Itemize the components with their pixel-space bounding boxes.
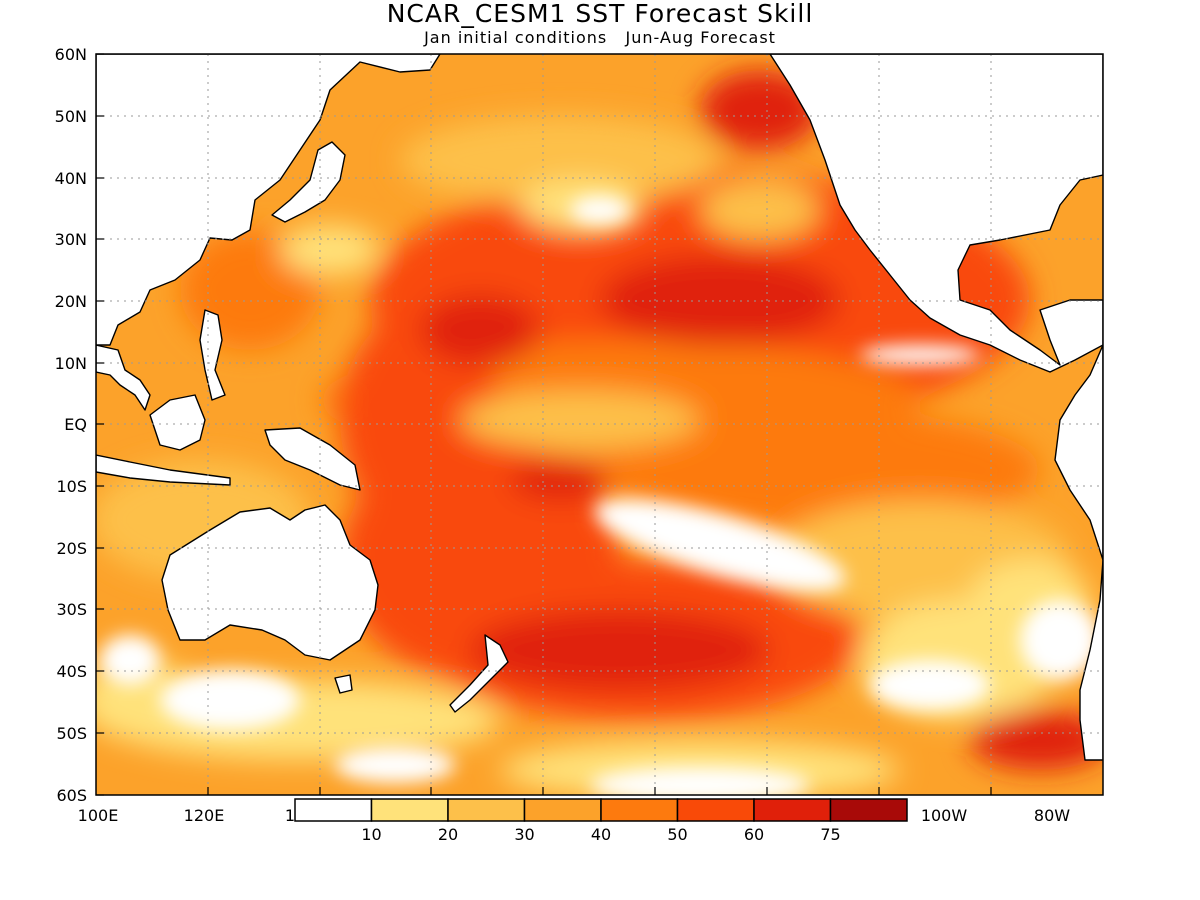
new-zealand-landmass [449,634,509,713]
lon-label: 1 [285,806,295,825]
colorbar-label: 75 [820,825,840,844]
colorbar-label: 40 [591,825,611,844]
colorbar-label: 50 [667,825,687,844]
longitude-labels: 100E 120E 1 100W 80W [78,806,1071,825]
lon-label: 120E [184,806,225,825]
lat-label: EQ [64,415,87,434]
java-landmass [96,454,231,486]
japan-landmass [271,141,346,223]
south-america-landmass [1054,344,1103,761]
lat-label: 20S [56,539,87,558]
lon-label: 100W [921,806,968,825]
indochina-landmass [96,344,151,411]
lat-label: 20N [55,292,87,311]
colorbar-label: 60 [744,825,764,844]
colorbar-label: 20 [438,825,458,844]
asia-landmass [96,54,441,346]
colorbar-label: 30 [514,825,534,844]
australia-landmass [161,504,379,661]
lat-label: 40N [55,169,87,188]
tasmania-landmass [334,674,353,694]
lat-label: 40S [56,662,87,681]
colorbar-swatch [523,798,602,822]
colorbar-swatch [370,798,449,822]
latitude-labels: 60N 50N 40N 30N 20N 10N EQ 10S 20S 30S 4… [55,45,87,805]
colorbar-label: 10 [361,825,381,844]
lat-label: 10S [56,477,87,496]
philippines-landmass [199,309,226,401]
colorbar-swatch [829,798,908,822]
colorbar-swatch [600,798,679,822]
colorbar-swatch [753,798,832,822]
axis-ticks [96,53,992,796]
lon-label: 100E [78,806,119,825]
new-guinea-landmass [264,427,361,491]
lat-label: 10N [55,354,87,373]
lat-label: 60S [56,786,87,805]
lat-label: 50S [56,724,87,743]
north-america-landmass [769,54,1103,373]
land-masses [96,54,1103,761]
colorbar: 10 20 30 40 50 60 75 [294,798,908,844]
colorbar-swatch [447,798,526,822]
gridlines [96,54,1103,795]
lat-label: 30S [56,600,87,619]
chart-subtitle: Jan initial conditions Jun-Aug Forecast [424,28,776,47]
lat-label: 50N [55,107,87,126]
lat-label: 30N [55,230,87,249]
borneo-landmass [149,394,206,451]
lon-label: 80W [1034,806,1070,825]
lat-label: 60N [55,45,87,64]
colorbar-swatch [294,798,373,822]
colorbar-swatch [676,798,755,822]
chart-title: NCAR_CESM1 SST Forecast Skill [386,0,814,28]
